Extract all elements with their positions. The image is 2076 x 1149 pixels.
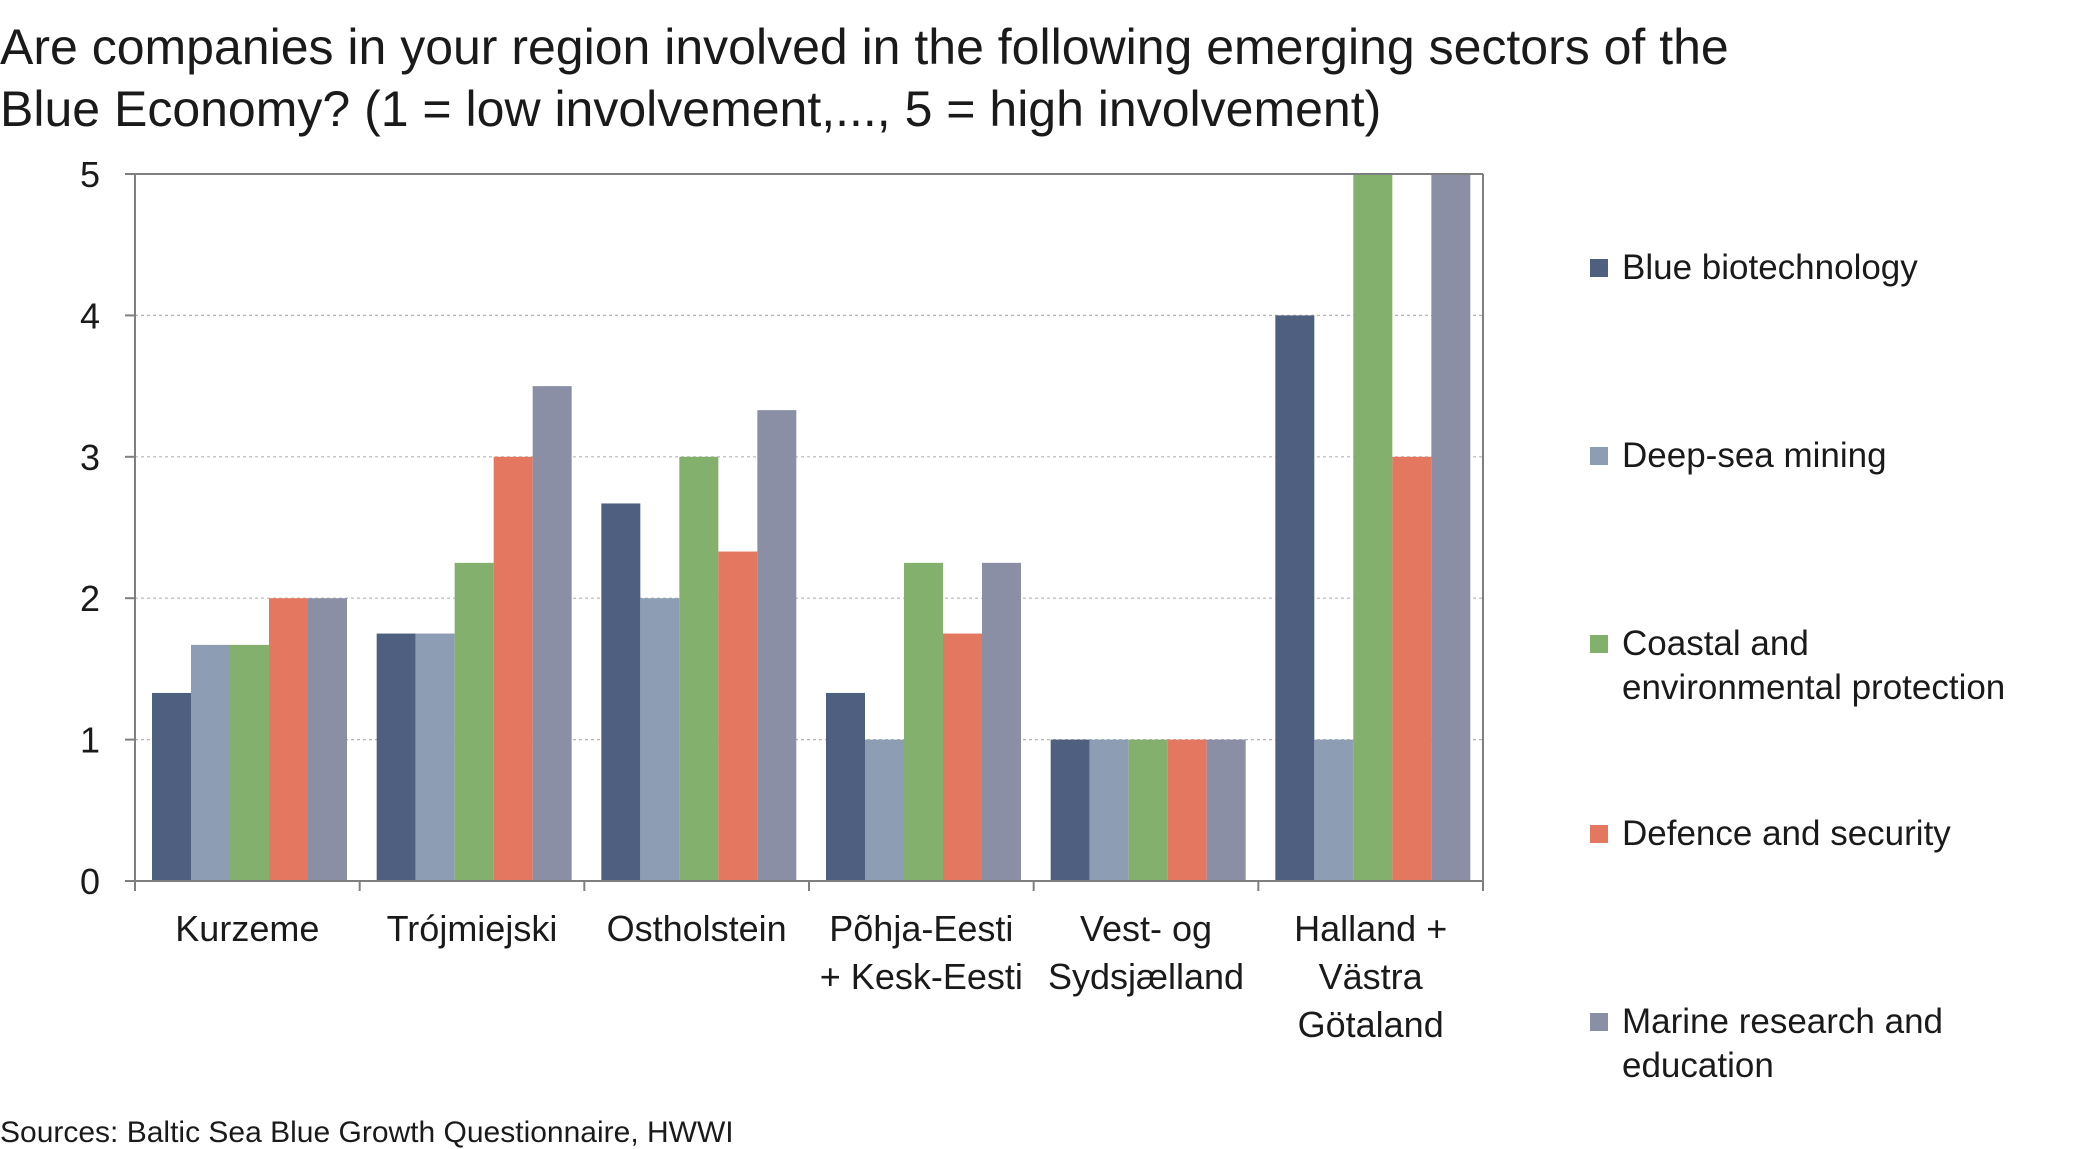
legend-label-line: Blue biotechnology [1622,248,1918,287]
legend-swatch [1590,1013,1608,1031]
y-tick-labels: 0 1 2 3 4 5 [80,154,100,902]
bars [152,174,1471,881]
x-tick-label: Västra [1319,956,1424,997]
x-tick-label: Põhja-Eesti [829,908,1013,949]
x-tick-label: Vest- og [1080,908,1212,949]
legend-label-line: Marine research and [1622,1002,1943,1041]
bar [230,644,269,881]
chart-title-line-1: Are companies in your region involved in… [0,19,1729,75]
bar [1392,456,1432,881]
bar [718,551,758,881]
y-tick-label: 0 [80,861,100,902]
bar [152,692,191,881]
bar [191,644,230,881]
bar [493,456,533,881]
bar [269,598,308,881]
legend-swatch [1590,259,1608,277]
bar [601,503,641,881]
legend-swatch [1590,635,1608,653]
bar [757,410,797,881]
legend-swatch [1590,825,1608,843]
legend-label-line: Coastal and [1622,624,1809,663]
y-tick-label: 4 [80,295,100,336]
legend-label-line: Defence and security [1622,814,1951,853]
bar [308,598,347,881]
bar [904,562,943,881]
x-tick-label: Trójmiejski [387,908,558,949]
x-tick-label: Sydsjælland [1048,956,1244,997]
bar [640,598,680,881]
bar [865,739,904,881]
y-tick-label: 5 [80,154,100,195]
bar [826,692,865,881]
y-tick-label: 3 [80,437,100,478]
bar [679,456,719,881]
x-tick-label: + Kesk-Eesti [820,956,1023,997]
axes [125,173,1484,891]
chart-title-line-2: Blue Economy? (1 = low involvement,..., … [0,81,1382,137]
y-tick-label: 1 [80,720,100,761]
bar [415,633,455,881]
bar [376,633,416,881]
chart-title: Are companies in your region involved in… [0,16,1900,140]
legend-swatch [1590,447,1608,465]
bar [943,633,982,881]
legend-label: Marine research and education [1622,1000,2062,1088]
bar [1050,739,1090,881]
bar [1128,739,1168,881]
bar [1167,739,1207,881]
legend-label: Coastal and environmental protection [1622,622,2062,710]
bar [532,386,572,881]
bar [1431,174,1471,881]
legend-label: Defence and security [1622,812,2062,856]
bar [1206,739,1246,881]
source-note: Sources: Baltic Sea Blue Growth Question… [0,1116,734,1149]
bar [1275,315,1315,881]
x-tick-label: Ostholstein [607,908,787,949]
legend-label: Deep-sea mining [1622,434,2062,478]
legend-label: Blue biotechnology [1622,246,2062,290]
bar [1314,739,1354,881]
x-tick-label: Götaland [1298,1004,1444,1045]
y-tick-label: 2 [80,578,100,619]
legend-label-line: Deep-sea mining [1622,436,1887,475]
x-tick-labels: Kurzeme Trójmiejski Ostholstein Põhja-Eesti… [175,908,1447,1045]
x-tick-label: Kurzeme [175,908,319,949]
legend-label-line: education [1622,1046,1774,1085]
legend-label-line: environmental protection [1622,668,2006,707]
bar [1353,174,1393,881]
bar [454,562,494,881]
bar [982,562,1021,881]
bar [1089,739,1129,881]
x-tick-label: Halland + [1294,908,1447,949]
